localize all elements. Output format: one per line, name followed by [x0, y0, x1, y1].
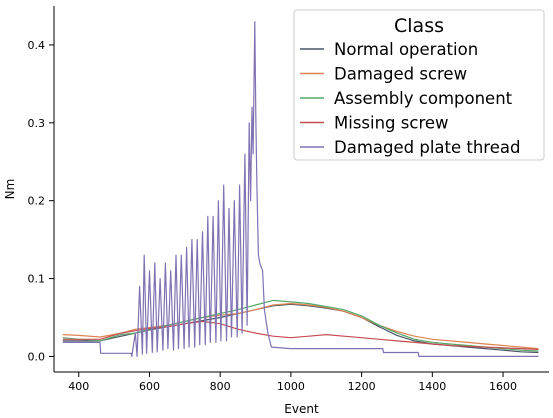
- axes-layer: [53, 6, 549, 373]
- legend-label: Normal operation: [334, 40, 478, 59]
- legend-label: Assembly component: [334, 89, 513, 108]
- x-tick-label: 1000: [277, 380, 305, 393]
- y-axis-label: Nm: [3, 179, 17, 200]
- x-tick-label: 1200: [348, 380, 376, 393]
- x-tick-label: 1400: [418, 380, 446, 393]
- y-tick-label: 0.0: [28, 350, 46, 363]
- y-tick-label: 0.2: [28, 195, 46, 208]
- legend-entries: Normal operation Damaged screw Assembly co…: [300, 40, 520, 157]
- x-axis-label: Event: [284, 402, 319, 416]
- y-tick-label: 0.3: [28, 117, 46, 130]
- legend-box: [293, 9, 545, 161]
- y-tick-label: 0.4: [28, 39, 46, 52]
- y-ticks: 0.0 0.1 0.2 0.3 0.4: [28, 39, 54, 363]
- x-ticks: 400 600 800 1000 1200 1400 1600: [68, 372, 517, 393]
- y-tick-label: 0.1: [28, 273, 46, 286]
- legend-label: Damaged screw: [334, 65, 467, 84]
- x-tick-label: 600: [139, 380, 160, 393]
- x-tick-label: 800: [210, 380, 231, 393]
- series-layer: [62, 21, 539, 357]
- series-line-damaged-plate-thread: [62, 21, 539, 357]
- legend-title: Class: [394, 15, 444, 37]
- legend-label: Damaged plate thread: [334, 138, 520, 157]
- x-tick-label: 1600: [489, 380, 517, 393]
- legend-label: Missing screw: [334, 114, 449, 133]
- x-tick-label: 400: [68, 380, 89, 393]
- legend: Class Normal operation Damaged screw Assem…: [293, 9, 545, 161]
